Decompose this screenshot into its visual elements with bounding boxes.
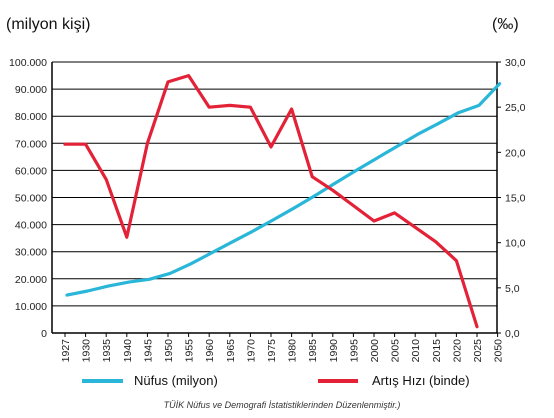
x-tick-label: 1960 <box>204 339 216 363</box>
legend: Nüfus (milyon) Artış Hızı (binde) <box>82 373 470 388</box>
legend-label-growth: Artış Hızı (binde) <box>372 373 470 388</box>
x-tick-label: 1950 <box>163 339 175 363</box>
x-tick-label: 2050 <box>493 339 505 363</box>
x-tick-label: 1945 <box>142 339 154 363</box>
left-tick-label: 90.000 <box>15 84 47 96</box>
x-tick-label: 2010 <box>410 339 422 363</box>
left-tick-label: 20.000 <box>15 274 47 286</box>
left-axis-unit: (milyon kişi) <box>6 16 90 33</box>
right-tick-label: 0,0 <box>505 328 520 340</box>
x-tick-label: 1975 <box>266 339 278 363</box>
x-tick-label: 1930 <box>81 339 93 363</box>
right-tick-label: 30,0 <box>505 57 526 69</box>
right-tick-label: 25,0 <box>505 102 526 114</box>
left-tick-label: 80.000 <box>15 111 47 123</box>
source-note: TÜİK Nüfus ve Demografi İstatistiklerind… <box>164 400 401 410</box>
x-axis-ticks: 1927 1930 1935 1940 1945 1950 1955 1960 1965 1970… <box>60 333 505 362</box>
series-line-population <box>65 82 502 297</box>
right-tick-label: 15,0 <box>505 193 526 205</box>
x-tick-label: 1955 <box>184 339 196 363</box>
left-tick-label: 50.000 <box>15 193 47 205</box>
x-tick-label: 1965 <box>225 339 237 363</box>
x-tick-label: 1990 <box>328 339 340 363</box>
x-tick-label: 1940 <box>122 339 134 363</box>
left-tick-label: 10.000 <box>15 301 47 313</box>
x-tick-label: 2000 <box>369 339 381 363</box>
left-tick-label: 100.000 <box>9 57 47 69</box>
left-tick-label: 60.000 <box>15 165 47 177</box>
x-tick-label: 2005 <box>390 339 402 363</box>
x-tick-label: 1985 <box>307 339 319 363</box>
left-axis-ticks: 0 10.000 20.000 30.000 40.000 50.000 60.000 70.… <box>9 57 47 340</box>
left-tick-label: 30.000 <box>15 247 47 259</box>
x-tick-label: 2015 <box>431 339 443 363</box>
right-axis-ticks: 0,0 5,0 10,0 15,0 20,0 25,0 30,0 <box>497 57 526 340</box>
x-tick-label: 1995 <box>348 339 360 363</box>
x-tick-label: 2025 <box>472 339 484 363</box>
right-axis-unit: (‰) <box>492 16 519 33</box>
x-tick-label: 1935 <box>101 339 113 363</box>
gridlines <box>52 61 497 334</box>
left-tick-label: 0 <box>41 328 47 340</box>
x-tick-label: 1927 <box>60 339 72 363</box>
legend-label-population: Nüfus (milyon) <box>134 373 218 388</box>
right-tick-label: 10,0 <box>505 238 526 250</box>
series-line-growth <box>63 73 479 329</box>
x-tick-label: 1980 <box>287 339 299 363</box>
right-tick-label: 5,0 <box>505 283 520 295</box>
x-tick-label: 2020 <box>451 339 463 363</box>
left-tick-label: 40.000 <box>15 220 47 232</box>
series-layer <box>63 73 502 329</box>
x-tick-label: 1970 <box>245 339 257 363</box>
right-tick-label: 20,0 <box>505 147 526 159</box>
left-tick-label: 70.000 <box>15 138 47 150</box>
